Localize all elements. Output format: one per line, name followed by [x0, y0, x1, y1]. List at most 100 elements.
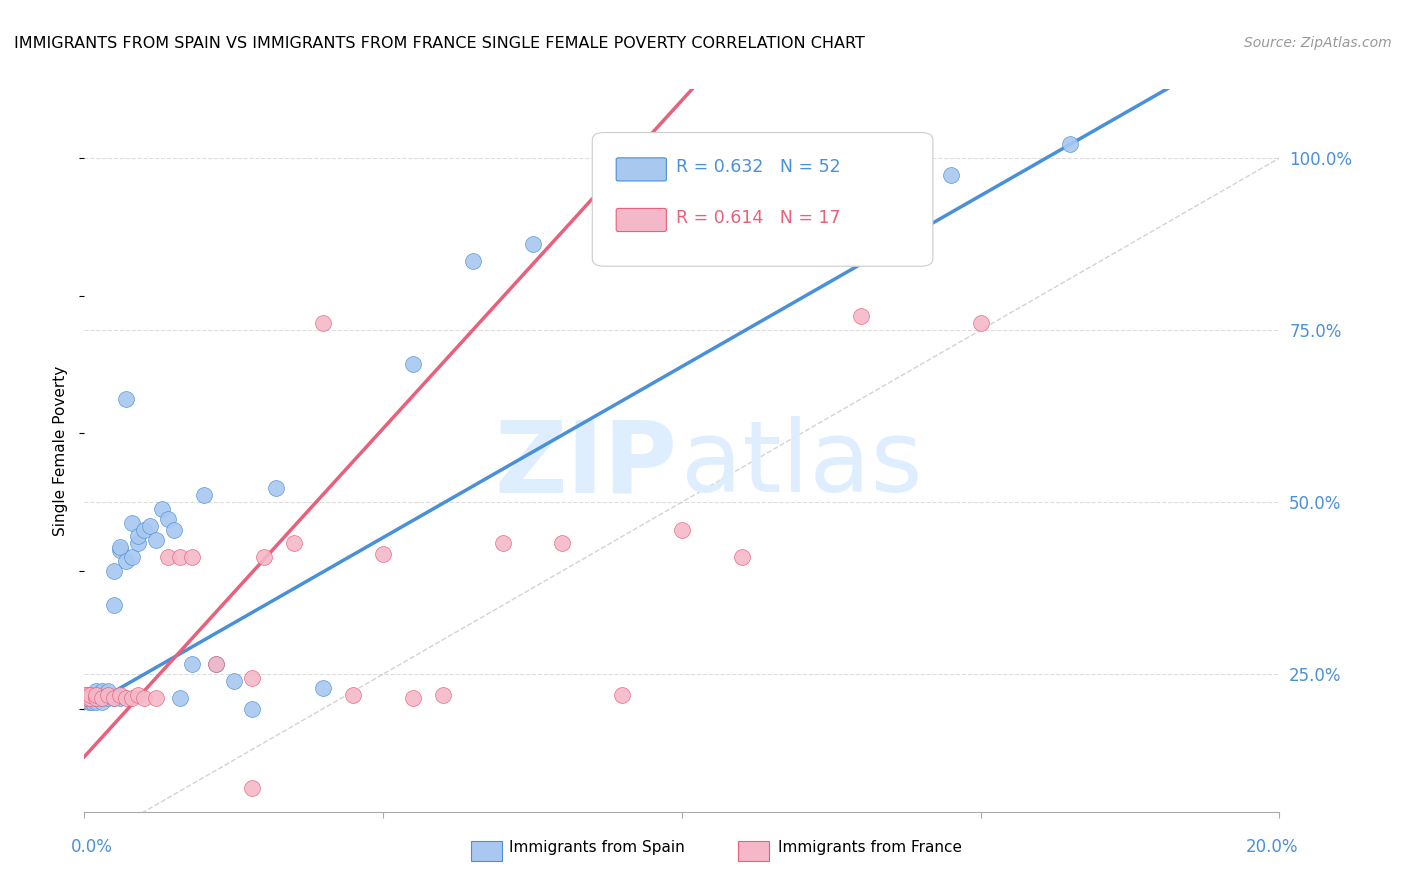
Point: [121, 691, 143, 706]
Point: [157, 550, 180, 565]
Text: 0.0%: 0.0%: [70, 838, 112, 856]
Point: [77, 695, 100, 709]
FancyBboxPatch shape: [592, 133, 934, 266]
Point: [86, 695, 108, 709]
Point: [97, 691, 120, 706]
Point: [97, 684, 120, 698]
Text: Immigrants from France: Immigrants from France: [778, 840, 962, 855]
Point: [86, 688, 108, 702]
Point: [222, 673, 245, 688]
Text: 20.0%: 20.0%: [1246, 838, 1299, 856]
Text: atlas: atlas: [681, 417, 922, 514]
Point: [342, 688, 364, 702]
Point: [461, 254, 484, 268]
Point: [671, 523, 693, 537]
Y-axis label: Single Female Poverty: Single Female Poverty: [53, 366, 69, 535]
Point: [205, 657, 228, 671]
Text: Immigrants from Spain: Immigrants from Spain: [509, 840, 685, 855]
Point: [110, 691, 132, 706]
Point: [82, 691, 104, 706]
Point: [851, 310, 873, 324]
Point: [127, 688, 149, 702]
Point: [163, 523, 186, 537]
Text: ZIP: ZIP: [495, 417, 678, 514]
Point: [75, 688, 97, 702]
Point: [91, 691, 114, 706]
Point: [193, 488, 215, 502]
Point: [91, 688, 114, 702]
Text: R = 0.632   N = 52: R = 0.632 N = 52: [676, 158, 841, 177]
Point: [432, 688, 454, 702]
Point: [169, 691, 191, 706]
Point: [551, 536, 574, 550]
Point: [79, 691, 101, 706]
Point: [240, 701, 263, 715]
Point: [139, 519, 162, 533]
Point: [169, 550, 191, 565]
Point: [312, 681, 335, 695]
Point: [612, 688, 634, 702]
Point: [240, 780, 263, 795]
Point: [402, 691, 425, 706]
Point: [150, 502, 173, 516]
Point: [312, 316, 335, 330]
Point: [86, 688, 108, 702]
Point: [181, 657, 204, 671]
Point: [86, 684, 108, 698]
Point: [89, 691, 111, 706]
Point: [970, 316, 993, 330]
Point: [181, 550, 204, 565]
Point: [110, 543, 132, 558]
Point: [939, 168, 962, 182]
Point: [79, 688, 101, 702]
Point: [157, 512, 180, 526]
Point: [97, 688, 120, 702]
Point: [145, 691, 167, 706]
Point: [115, 553, 138, 567]
Point: [110, 540, 132, 554]
Point: [522, 237, 544, 252]
Point: [82, 688, 104, 702]
Text: R = 0.614   N = 17: R = 0.614 N = 17: [676, 209, 841, 227]
Point: [80, 691, 103, 706]
Point: [205, 657, 228, 671]
Point: [1059, 137, 1081, 152]
Point: [115, 691, 138, 706]
Point: [86, 691, 108, 706]
Point: [132, 691, 156, 706]
Point: [91, 691, 114, 706]
Point: [75, 688, 97, 702]
Point: [121, 516, 143, 530]
Point: [127, 529, 149, 543]
Point: [103, 564, 125, 578]
Point: [253, 550, 276, 565]
Point: [76, 691, 98, 706]
Point: [91, 684, 114, 698]
Point: [91, 695, 114, 709]
Point: [373, 547, 395, 561]
Point: [103, 599, 125, 613]
Point: [240, 671, 263, 685]
Point: [731, 550, 754, 565]
Point: [121, 550, 143, 565]
Point: [110, 688, 132, 702]
Point: [132, 523, 156, 537]
Point: [86, 691, 108, 706]
Point: [145, 533, 167, 547]
Point: [283, 536, 305, 550]
Text: IMMIGRANTS FROM SPAIN VS IMMIGRANTS FROM FRANCE SINGLE FEMALE POVERTY CORRELATIO: IMMIGRANTS FROM SPAIN VS IMMIGRANTS FROM…: [14, 36, 865, 51]
Point: [97, 688, 120, 702]
Point: [76, 691, 98, 706]
Point: [115, 392, 138, 406]
Point: [264, 481, 287, 495]
FancyBboxPatch shape: [616, 209, 666, 232]
Point: [402, 358, 425, 372]
Point: [127, 536, 149, 550]
Point: [79, 688, 101, 702]
Point: [82, 695, 104, 709]
FancyBboxPatch shape: [616, 158, 666, 181]
Point: [103, 691, 125, 706]
Text: Source: ZipAtlas.com: Source: ZipAtlas.com: [1244, 36, 1392, 50]
Point: [79, 691, 101, 706]
Point: [492, 536, 515, 550]
